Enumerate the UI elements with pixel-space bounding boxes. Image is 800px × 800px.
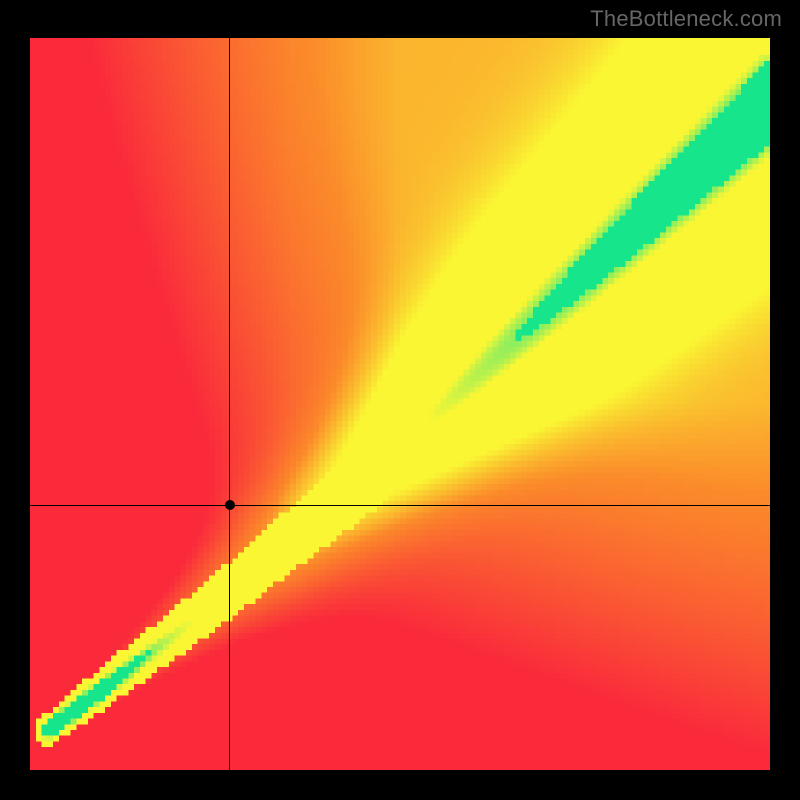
watermark-text: TheBottleneck.com — [590, 6, 782, 32]
crosshair-vertical — [229, 38, 230, 770]
crosshair-marker — [225, 500, 235, 510]
plot-area — [30, 38, 770, 770]
chart-frame: TheBottleneck.com — [0, 0, 800, 800]
crosshair-horizontal — [30, 505, 770, 506]
heatmap-canvas — [30, 38, 770, 770]
